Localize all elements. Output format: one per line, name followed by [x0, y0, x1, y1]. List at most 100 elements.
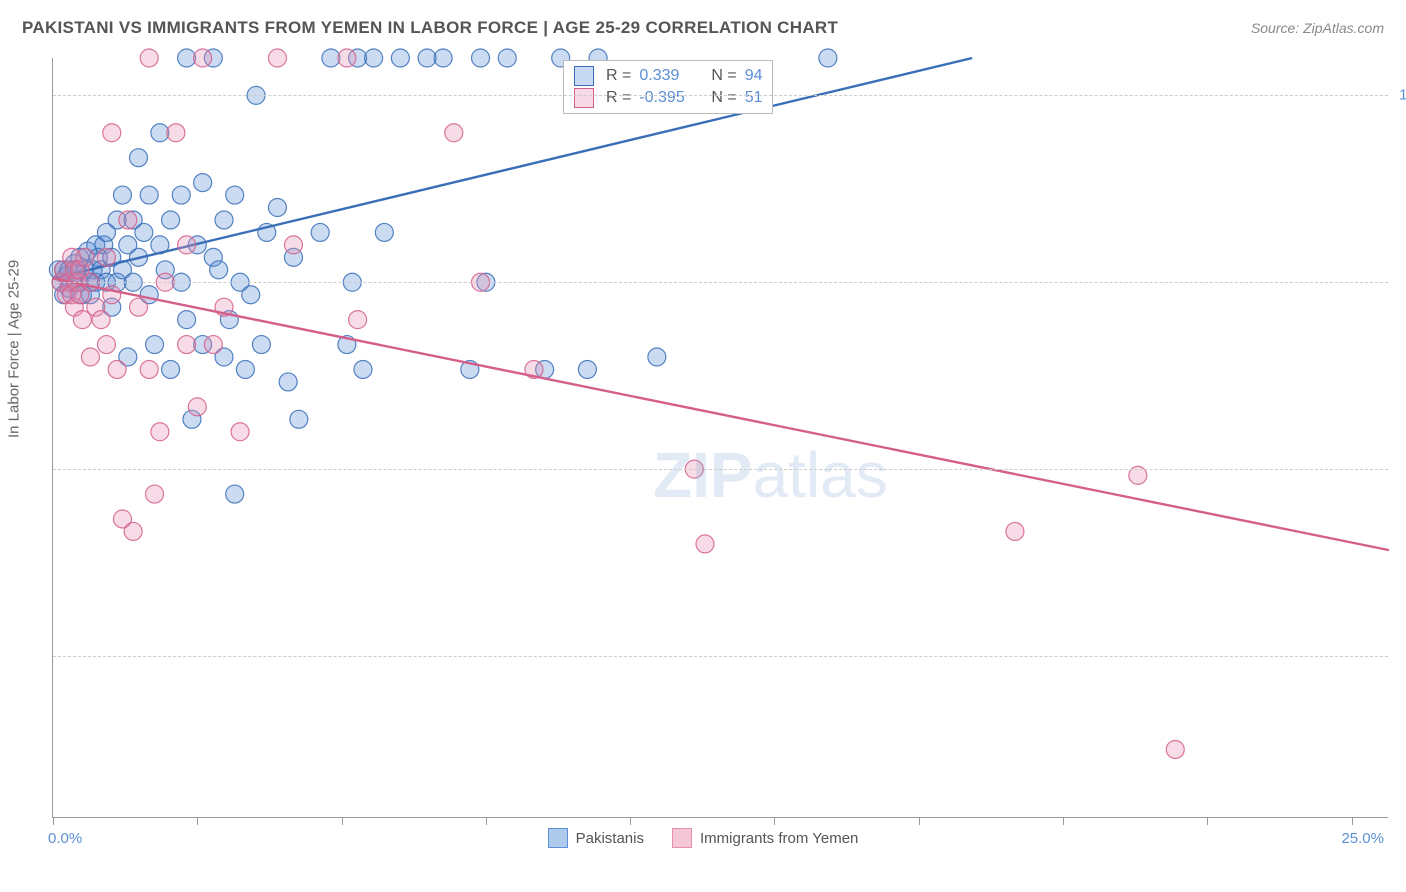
data-point [76, 248, 94, 266]
data-point [418, 49, 436, 67]
data-point [648, 348, 666, 366]
scatter-plot-svg [53, 58, 1388, 817]
x-tick [53, 817, 54, 825]
data-point [130, 298, 148, 316]
data-point [1166, 740, 1184, 758]
x-tick [486, 817, 487, 825]
data-point [97, 248, 115, 266]
data-point [162, 211, 180, 229]
chart-title: PAKISTANI VS IMMIGRANTS FROM YEMEN IN LA… [22, 18, 838, 38]
data-point [226, 186, 244, 204]
chart-plot-area: R =0.339N =94R =-0.395N =51 ZIPatlas 100… [52, 58, 1388, 818]
data-point [130, 149, 148, 167]
data-point [1006, 522, 1024, 540]
data-point [226, 485, 244, 503]
data-point [434, 49, 452, 67]
data-point [194, 174, 212, 192]
data-point [215, 211, 233, 229]
x-tick [774, 817, 775, 825]
data-point [311, 223, 329, 241]
gridline [53, 95, 1388, 96]
correlation-stats-box: R =0.339N =94R =-0.395N =51 [563, 60, 773, 114]
legend-item: Immigrants from Yemen [672, 828, 858, 848]
data-point [365, 49, 383, 67]
bottom-legend: Pakistanis Immigrants from Yemen [0, 828, 1406, 853]
y-tick-label: 55.0% [1390, 648, 1406, 665]
y-axis-label: In Labor Force | Age 25-29 [6, 260, 23, 438]
data-point [279, 373, 297, 391]
data-point [338, 49, 356, 67]
legend-swatch [548, 828, 568, 848]
data-point [349, 311, 367, 329]
data-point [242, 286, 260, 304]
data-point [81, 348, 99, 366]
data-point [178, 311, 196, 329]
source-attribution: Source: ZipAtlas.com [1251, 20, 1384, 36]
gridline [53, 656, 1388, 657]
x-tick [630, 817, 631, 825]
data-point [172, 186, 190, 204]
r-label: R = [606, 89, 631, 107]
data-point [146, 485, 164, 503]
data-point [97, 336, 115, 354]
x-tick [1063, 817, 1064, 825]
n-label: N = [711, 67, 736, 85]
data-point [194, 49, 212, 67]
data-point [210, 261, 228, 279]
legend-swatch [672, 828, 692, 848]
data-point [268, 199, 286, 217]
data-point [162, 360, 180, 378]
x-tick [919, 817, 920, 825]
r-value: -0.395 [639, 89, 697, 107]
x-tick [197, 817, 198, 825]
data-point [140, 49, 158, 67]
data-point [178, 336, 196, 354]
data-point [119, 211, 137, 229]
data-point [354, 360, 372, 378]
x-tick [1207, 817, 1208, 825]
legend-label: Pakistanis [576, 830, 644, 847]
x-tick [1352, 817, 1353, 825]
data-point [167, 124, 185, 142]
trend-line [53, 279, 1389, 551]
data-point [268, 49, 286, 67]
y-tick-label: 100.0% [1390, 87, 1406, 104]
y-tick-label: 85.0% [1390, 274, 1406, 291]
data-point [103, 124, 121, 142]
data-point [113, 186, 131, 204]
legend-label: Immigrants from Yemen [700, 830, 858, 847]
data-point [204, 336, 222, 354]
data-point [252, 336, 270, 354]
data-point [140, 186, 158, 204]
series-swatch [574, 88, 594, 108]
data-point [284, 236, 302, 254]
data-point [178, 49, 196, 67]
data-point [236, 360, 254, 378]
data-point [124, 522, 142, 540]
n-value: 94 [745, 67, 763, 85]
data-point [231, 423, 249, 441]
data-point [445, 124, 463, 142]
gridline [53, 469, 1388, 470]
data-point [375, 223, 393, 241]
data-point [146, 336, 164, 354]
n-label: N = [711, 89, 736, 107]
data-point [819, 49, 837, 67]
data-point [135, 223, 153, 241]
data-point [151, 124, 169, 142]
data-point [140, 360, 158, 378]
data-point [498, 49, 516, 67]
data-point [696, 535, 714, 553]
stats-row: R =0.339N =94 [574, 65, 762, 87]
data-point [151, 423, 169, 441]
r-label: R = [606, 67, 631, 85]
legend-item: Pakistanis [548, 828, 644, 848]
data-point [391, 49, 409, 67]
stats-row: R =-0.395N =51 [574, 87, 762, 109]
data-point [108, 360, 126, 378]
series-swatch [574, 66, 594, 86]
data-point [290, 410, 308, 428]
data-point [92, 311, 110, 329]
data-point [178, 236, 196, 254]
data-point [472, 49, 490, 67]
